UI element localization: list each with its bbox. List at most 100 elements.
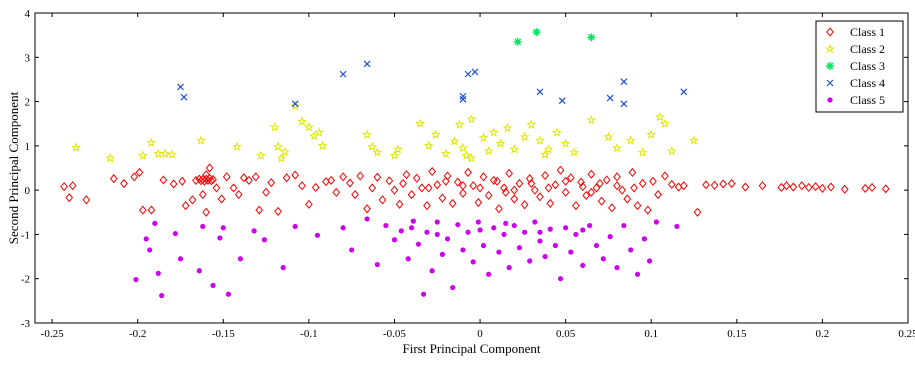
legend-marker — [826, 62, 834, 70]
y-tick-label: -1 — [21, 229, 30, 241]
data-point — [160, 148, 171, 159]
data-point — [392, 144, 403, 154]
data-point — [459, 95, 467, 103]
x-tick-label: -0.15 — [212, 328, 235, 340]
data-point — [402, 170, 411, 180]
data-point — [181, 201, 190, 211]
data-point — [255, 150, 266, 160]
data-point — [363, 204, 371, 214]
data-point — [420, 291, 427, 297]
data-point — [618, 185, 626, 195]
data-point — [606, 94, 614, 102]
data-point — [580, 262, 586, 269]
data-point — [620, 78, 628, 86]
data-point — [137, 150, 148, 160]
data-point — [433, 180, 442, 190]
data-point — [546, 198, 555, 209]
data-point — [641, 236, 647, 242]
data-point — [255, 205, 264, 215]
data-point — [172, 230, 178, 237]
data-point — [434, 219, 440, 225]
data-point — [440, 148, 451, 159]
x-tick-label: -0.2 — [129, 328, 146, 340]
legend-marker — [826, 79, 834, 87]
legend-item: Class 3 — [826, 59, 885, 73]
data-point — [608, 203, 616, 213]
data-point — [202, 170, 211, 180]
data-point — [593, 242, 600, 249]
data-point — [630, 183, 638, 193]
data-point — [561, 176, 570, 186]
series-class-3 — [513, 28, 596, 46]
data-point — [861, 183, 870, 193]
data-point — [220, 225, 226, 231]
data-point — [423, 140, 434, 151]
data-point — [207, 176, 216, 186]
data-point — [789, 182, 798, 192]
data-point — [566, 173, 575, 183]
x-tick-label: 0.05 — [556, 328, 576, 340]
data-point — [311, 182, 320, 193]
data-point — [465, 229, 471, 235]
data-point — [200, 223, 206, 230]
data-point — [466, 114, 477, 124]
data-point — [527, 178, 536, 189]
data-point — [460, 247, 466, 253]
data-point — [637, 147, 648, 157]
data-point — [666, 145, 677, 156]
data-point — [457, 142, 468, 153]
legend-marker — [827, 97, 833, 103]
data-point — [515, 178, 524, 189]
data-point — [613, 181, 621, 191]
data-point — [391, 237, 398, 243]
data-point — [587, 187, 596, 197]
data-point — [532, 219, 538, 225]
data-point — [251, 172, 260, 182]
data-point — [620, 100, 628, 108]
data-point — [543, 144, 554, 154]
y-tick-label: 1 — [25, 141, 31, 153]
data-point — [719, 179, 727, 189]
data-point — [612, 142, 622, 153]
data-point — [674, 223, 680, 230]
data-point — [314, 232, 321, 238]
data-point — [449, 136, 460, 146]
data-point — [537, 229, 543, 235]
data-point — [317, 140, 328, 151]
data-point — [586, 114, 597, 125]
data-point — [415, 241, 422, 247]
data-point — [506, 265, 512, 271]
data-point — [613, 172, 621, 182]
data-point — [378, 195, 387, 205]
data-point — [475, 219, 481, 225]
data-point — [811, 182, 820, 192]
data-point — [483, 145, 494, 156]
data-point — [327, 175, 335, 185]
data-point — [569, 147, 580, 157]
data-point — [495, 138, 506, 148]
data-point — [587, 222, 593, 229]
data-point — [474, 197, 483, 208]
plot-frame — [34, 12, 909, 324]
series-class-2 — [71, 100, 699, 163]
data-point — [143, 236, 149, 242]
legend-item: Class 5 — [827, 93, 885, 107]
data-point — [298, 181, 306, 191]
data-point — [147, 247, 153, 253]
data-point — [628, 247, 634, 253]
data-point — [192, 175, 200, 185]
data-point — [505, 168, 514, 178]
legend-label: Class 2 — [850, 42, 885, 56]
data-point — [592, 183, 601, 193]
data-point — [239, 173, 248, 183]
data-point — [229, 183, 238, 193]
data-point — [596, 178, 604, 189]
data-point — [180, 93, 188, 101]
legend-label: Class 1 — [850, 25, 885, 39]
data-point — [282, 173, 291, 183]
data-point — [520, 200, 529, 210]
data-point — [535, 135, 545, 145]
data-point — [439, 251, 445, 257]
data-point — [362, 129, 373, 140]
data-point — [827, 182, 835, 192]
